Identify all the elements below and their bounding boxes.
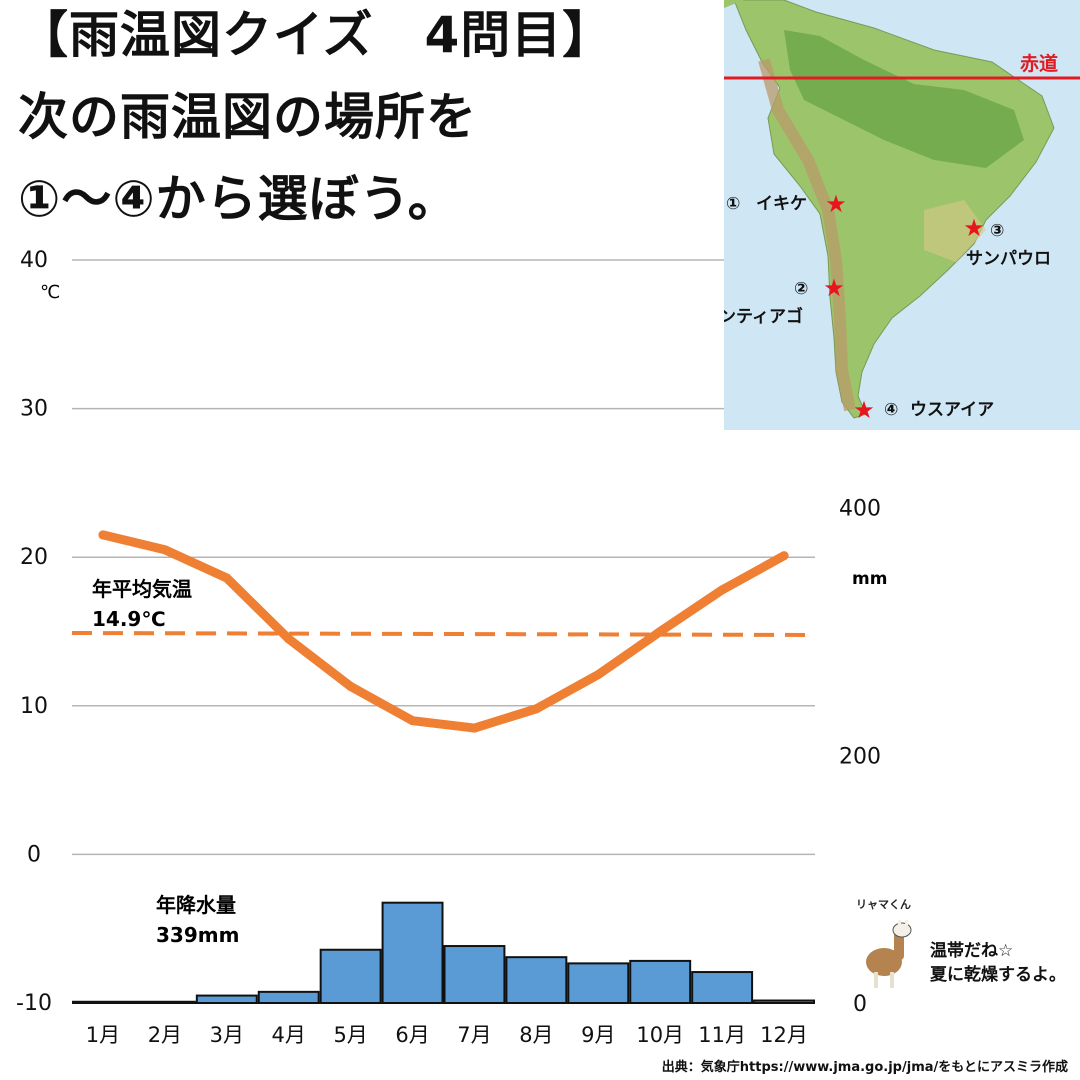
month-tick-label: 1月 xyxy=(86,1023,120,1047)
temperature-tick-label: 20 xyxy=(20,545,48,570)
month-tick-label: 11月 xyxy=(698,1023,746,1047)
temperature-point xyxy=(655,627,665,636)
star-marker-icon: ★ xyxy=(963,214,985,242)
month-tick-label: 12月 xyxy=(760,1023,808,1047)
month-tick-label: 8月 xyxy=(519,1023,553,1047)
mascot-speech: 温帯だね☆ 夏に乾燥するよ。 xyxy=(930,940,1066,988)
question-line-1: 次の雨温図の場所を xyxy=(18,88,477,146)
temperature-series-line xyxy=(98,530,789,733)
place-3-number: ③ xyxy=(990,221,1004,241)
annual-mean-line xyxy=(71,630,816,637)
star-marker-icon: ★ xyxy=(825,190,847,218)
equator-label: 赤道 xyxy=(1020,52,1058,75)
precipitation-bar xyxy=(133,1000,196,1004)
precipitation-bar xyxy=(629,959,692,1004)
month-tick-label: 7月 xyxy=(457,1023,491,1047)
month-tick-label: 6月 xyxy=(395,1023,429,1047)
precipitation-bar xyxy=(257,990,320,1004)
precipitation-bar xyxy=(505,956,568,1004)
place-4-name: ウスアイア xyxy=(910,400,994,420)
precipitation-bar xyxy=(567,962,630,1005)
place-4-number: ④ xyxy=(884,400,898,420)
map-image: 赤道 ★ ① イキケ ★ ② サンティアゴ ★ ③ サンパウロ ★ ④ ウスアイ… xyxy=(724,0,1080,430)
mascot-speech-line-1: 温帯だね☆ xyxy=(930,941,1014,961)
temperature-point xyxy=(779,551,789,561)
temperature-point xyxy=(593,670,603,680)
temperature-axis-ticks: 40 30 20 10 0 -10 xyxy=(16,248,52,1016)
temperature-tick-label: 30 xyxy=(20,397,48,422)
precipitation-bar xyxy=(319,948,382,1004)
question-line-2: ①～④から選ぼう。 xyxy=(18,170,459,228)
temperature-point xyxy=(346,681,356,691)
annual-mean-value: 14.9℃ xyxy=(92,607,166,631)
month-axis-ticks: 1月 2月 3月 4月 5月 6月 7月 8月 9月 10月 11月 12月 xyxy=(86,1023,808,1047)
month-tick-label: 10月 xyxy=(636,1023,684,1047)
precipitation-tick-label: 0 xyxy=(853,992,867,1017)
month-tick-label: 3月 xyxy=(210,1023,244,1047)
month-tick-label: 2月 xyxy=(148,1023,182,1047)
temperature-point xyxy=(469,723,479,733)
mascot-speech-line-2: 夏に乾燥するよ。 xyxy=(930,964,1066,985)
place-2-number: ② xyxy=(794,279,808,299)
month-tick-label: 9月 xyxy=(581,1023,615,1047)
temperature-point xyxy=(408,716,418,726)
temperature-tick-label: 10 xyxy=(20,694,48,719)
temperature-point xyxy=(531,704,541,714)
precipitation-bar xyxy=(753,999,815,1004)
precipitation-bar xyxy=(195,994,258,1005)
quiz-title: 【雨温図クイズ 4問目】 xyxy=(18,6,614,64)
precipitation-bar xyxy=(72,1000,134,1004)
place-2-name: サンティアゴ xyxy=(724,306,803,327)
temperature-unit-label: ℃ xyxy=(40,282,60,303)
annual-precip-label: 年降水量 xyxy=(156,893,236,917)
temperature-point xyxy=(98,530,108,540)
annual-mean-dashed-line xyxy=(71,630,816,637)
precipitation-tick-label: 400 xyxy=(839,497,881,522)
star-marker-icon: ★ xyxy=(853,396,875,424)
place-1-number: ① xyxy=(726,194,740,214)
temperature-point xyxy=(284,634,294,644)
annual-mean-label: 年平均気温 xyxy=(92,577,192,601)
precipitation-unit-label: mm xyxy=(852,569,887,589)
place-1-name: イキケ xyxy=(756,194,807,214)
precipitation-bars xyxy=(72,901,815,1005)
precipitation-bar xyxy=(381,901,444,1005)
precipitation-bar xyxy=(691,971,754,1005)
south-america-map: 赤道 ★ ① イキケ ★ ② サンティアゴ ★ ③ サンパウロ ★ ④ ウスアイ… xyxy=(724,0,1080,430)
place-3-name: サンパウロ xyxy=(966,249,1051,269)
precipitation-tick-label: 200 xyxy=(839,744,881,769)
temperature-tick-label: 40 xyxy=(20,248,48,273)
month-tick-label: 4月 xyxy=(272,1023,306,1047)
source-credit: 出典：気象庁https://www.jma.go.jp/jma/をもとにアスミラ… xyxy=(661,1060,1069,1075)
star-marker-icon: ★ xyxy=(823,274,845,302)
temperature-point xyxy=(717,585,727,595)
annual-precip-value: 339mm xyxy=(156,923,239,947)
temperature-point xyxy=(160,545,170,555)
temperature-point xyxy=(222,573,232,583)
precipitation-bar xyxy=(443,945,506,1005)
temperature-tick-label: -10 xyxy=(16,991,52,1016)
temperature-tick-label: 0 xyxy=(27,842,41,867)
temperature-line xyxy=(98,530,789,733)
month-tick-label: 5月 xyxy=(333,1023,367,1047)
